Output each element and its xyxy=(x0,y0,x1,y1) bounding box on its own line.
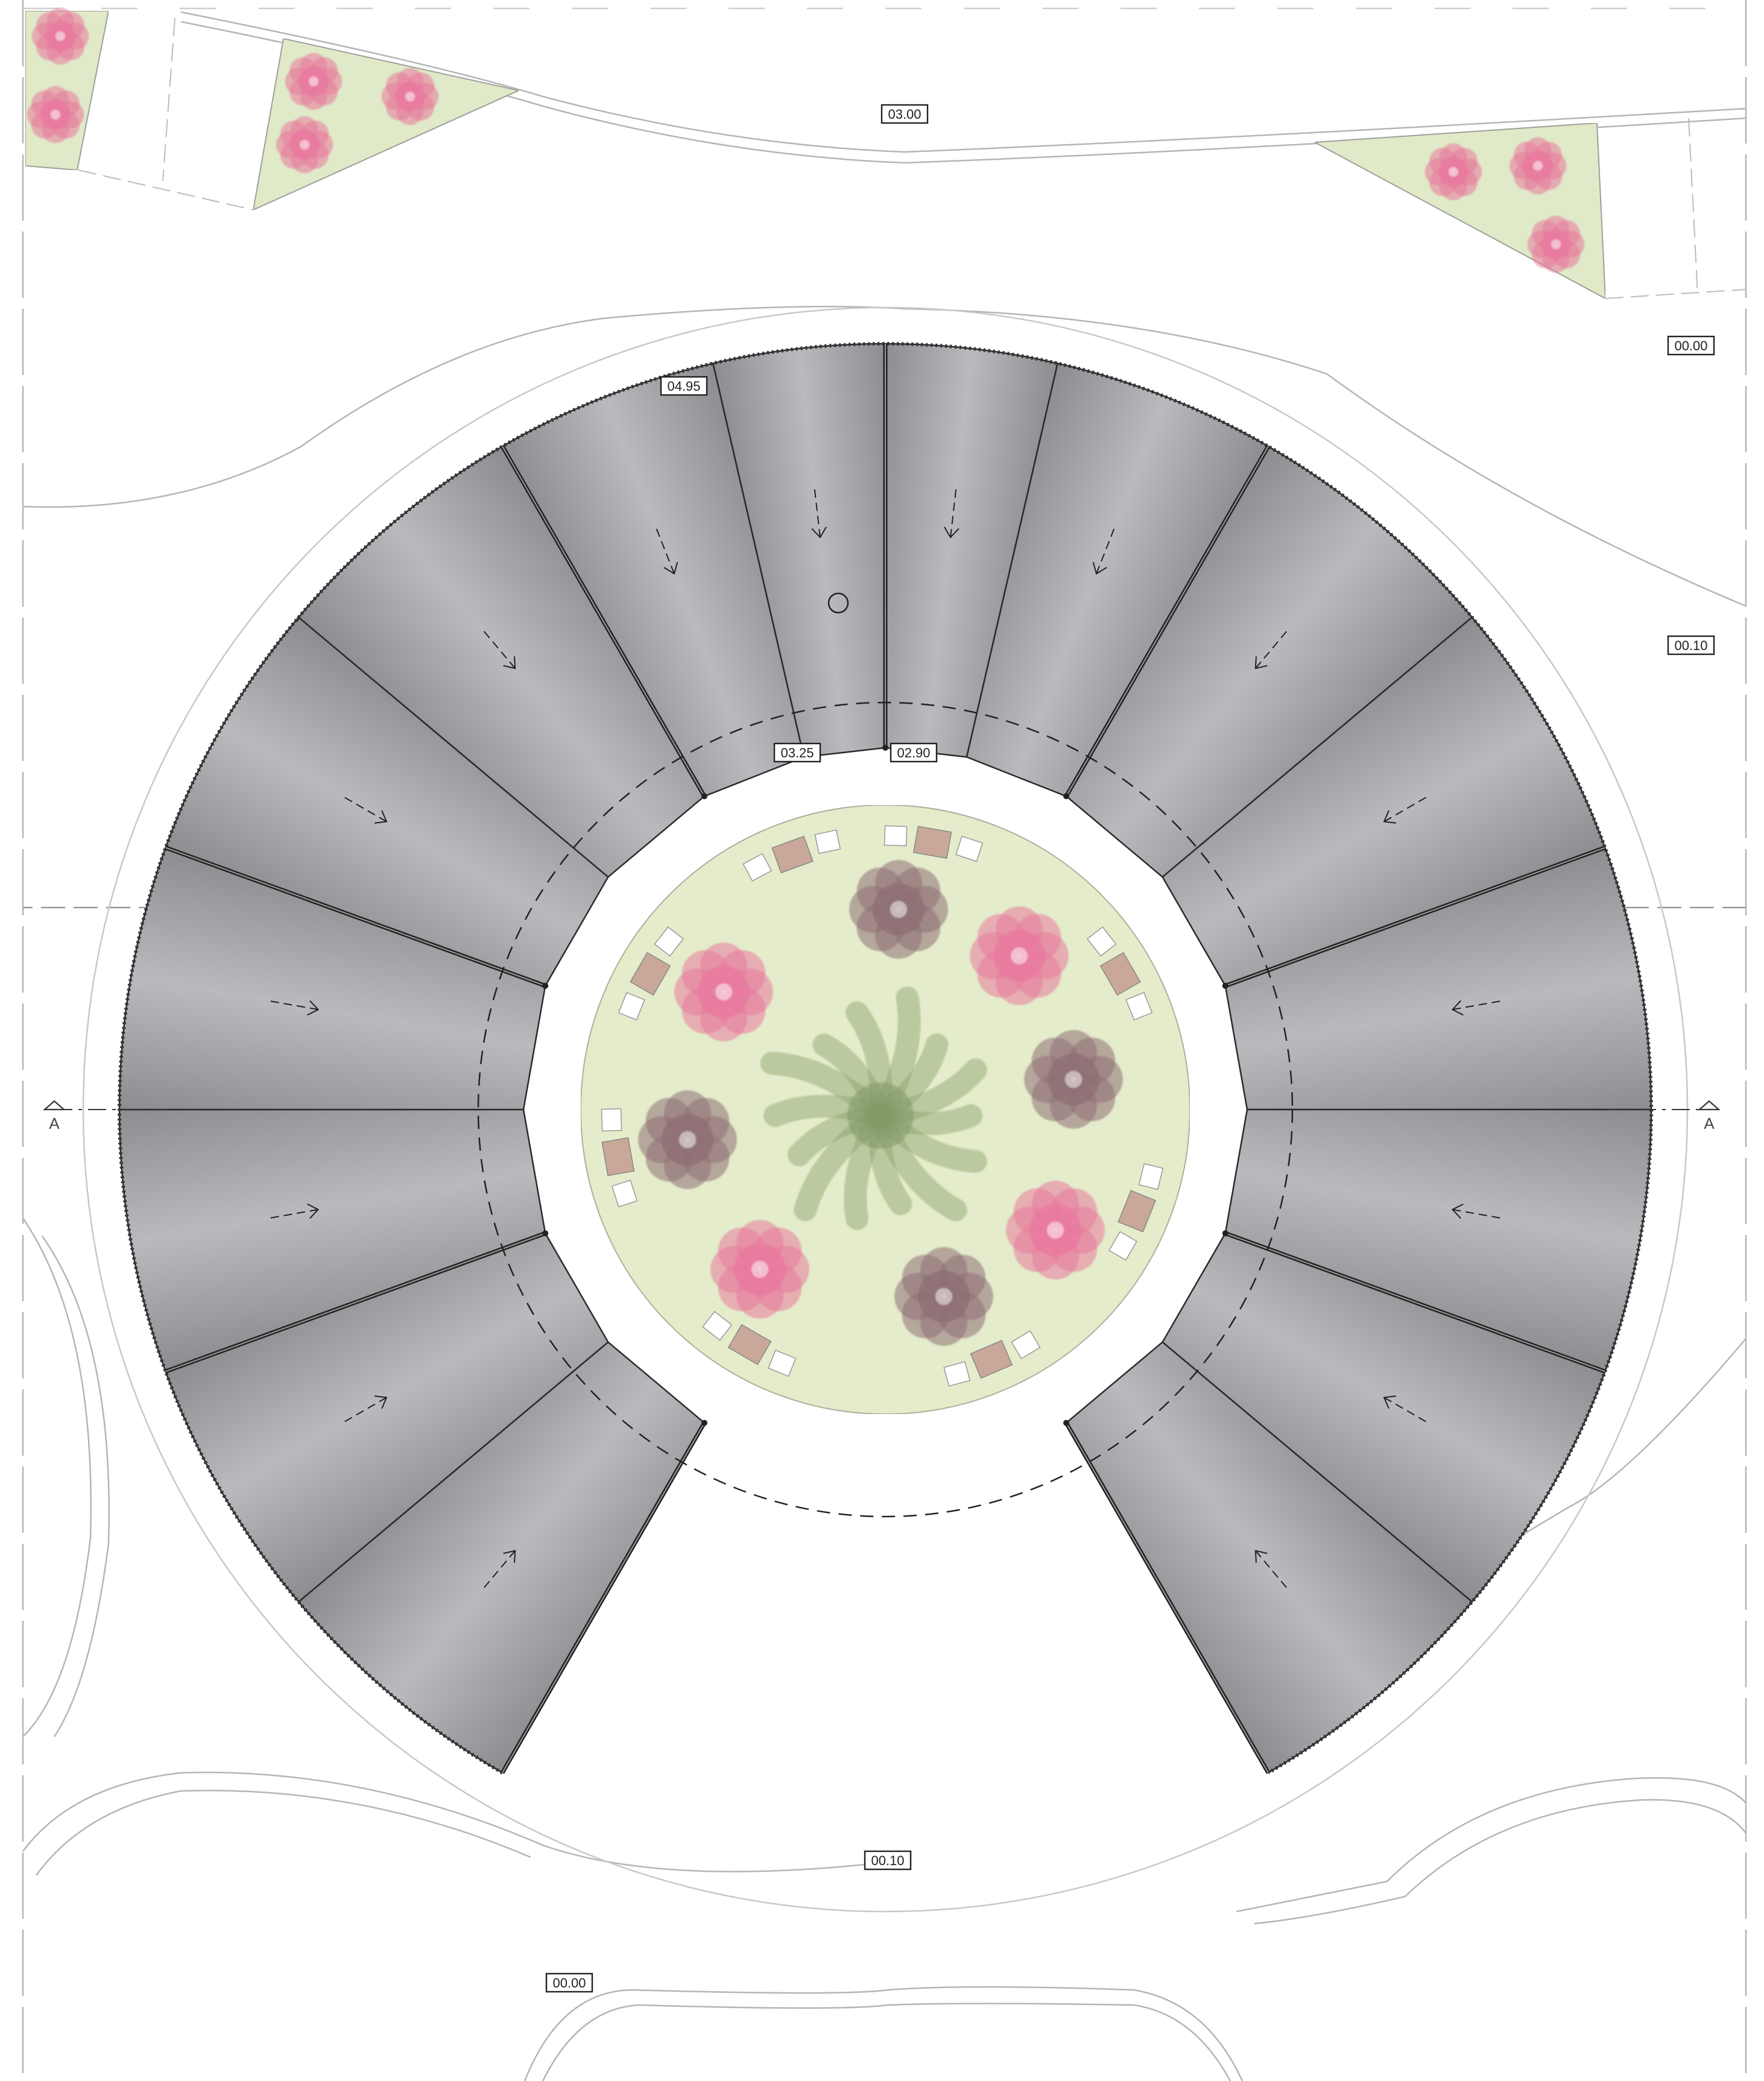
shrub-icon xyxy=(894,1247,993,1346)
bench-icon xyxy=(943,1330,1041,1387)
flower-icon xyxy=(674,943,773,1041)
svg-text:04.95: 04.95 xyxy=(667,379,700,394)
svg-text:00.00: 00.00 xyxy=(552,1975,586,1991)
slope-arrow-icon xyxy=(1254,1550,1288,1588)
flower-icon xyxy=(1509,137,1567,195)
bench-icon xyxy=(702,1310,797,1377)
bench-icon xyxy=(742,829,841,882)
central-garden xyxy=(580,804,1190,1415)
section-label-right: A xyxy=(1704,1114,1715,1132)
slope-arrow-icon xyxy=(1451,1000,1500,1016)
slope-arrow-icon xyxy=(656,528,678,575)
slope-arrow-icon xyxy=(344,1395,388,1423)
dashed-structure-ring xyxy=(477,701,1294,1518)
level-tag-roof-peak: 04.95 xyxy=(660,376,708,396)
planter-beds xyxy=(25,7,1747,300)
slope-arrow-icon xyxy=(270,1203,320,1219)
flower-icon xyxy=(1006,1181,1105,1280)
level-tag-bottom-left: 00.00 xyxy=(545,1972,593,1993)
flower-icon xyxy=(710,1220,809,1319)
flower-icon xyxy=(31,7,89,65)
shrub-icon xyxy=(638,1090,737,1189)
slope-arrow-icon xyxy=(1383,797,1426,824)
shrub-icon xyxy=(1024,1030,1123,1129)
section-marker-icon xyxy=(43,1100,66,1111)
slope-arrow-icon xyxy=(1092,528,1115,575)
flower-icon xyxy=(970,906,1069,1005)
flower-icon xyxy=(1424,143,1482,201)
svg-text:03.00: 03.00 xyxy=(888,107,921,122)
flower-icon xyxy=(276,116,334,174)
bench-icon xyxy=(601,1108,638,1208)
flower-icon xyxy=(381,68,439,125)
svg-text:00.10: 00.10 xyxy=(1674,638,1707,653)
level-tag-inner-left: 03.25 xyxy=(773,742,821,763)
slope-arrow-icon xyxy=(344,797,388,824)
section-label-left: A xyxy=(49,1114,60,1132)
level-tag-inner-right: 02.90 xyxy=(890,742,938,763)
bench-icon xyxy=(1108,1163,1164,1261)
bench-icon xyxy=(618,926,684,1021)
flower-icon xyxy=(285,52,343,110)
level-tag-right-upper: 00.00 xyxy=(1667,335,1715,356)
canopy-roof xyxy=(118,341,1653,1775)
slope-arrow-icon xyxy=(1254,631,1288,669)
slope-arrow-icon xyxy=(483,631,516,669)
slope-arrow-icon xyxy=(1383,1395,1426,1423)
section-marker-right: A xyxy=(1604,1100,1721,1132)
level-tag-top-road: 03.00 xyxy=(880,104,929,124)
level-tags: 03.00 00.00 00.10 04.95 03.25 02.90 00.1… xyxy=(545,104,1715,1993)
tree-icon xyxy=(760,987,987,1230)
level-tag-right-middle: 00.10 xyxy=(1667,635,1715,655)
flower-icon xyxy=(27,86,84,144)
section-marker-left: A xyxy=(43,1100,169,1132)
slope-arrow-icon xyxy=(270,1000,320,1016)
slope-arrow-icon xyxy=(1451,1203,1500,1219)
slope-arrow-icon xyxy=(944,489,959,538)
level-tag-bottom-plaza: 00.10 xyxy=(864,1850,912,1871)
svg-text:00.10: 00.10 xyxy=(871,1853,904,1868)
flower-icon xyxy=(1527,215,1585,273)
drain-circle-icon xyxy=(827,592,849,614)
bench-icon xyxy=(1086,926,1153,1021)
slope-arrow-icon xyxy=(483,1550,516,1588)
section-marker-icon xyxy=(1698,1100,1721,1111)
svg-text:00.00: 00.00 xyxy=(1674,338,1707,353)
svg-text:03.25: 03.25 xyxy=(780,745,814,760)
slope-arrow-icon xyxy=(811,489,827,538)
bench-icon xyxy=(884,825,984,862)
svg-text:02.90: 02.90 xyxy=(897,745,930,760)
shrub-icon xyxy=(849,860,948,959)
